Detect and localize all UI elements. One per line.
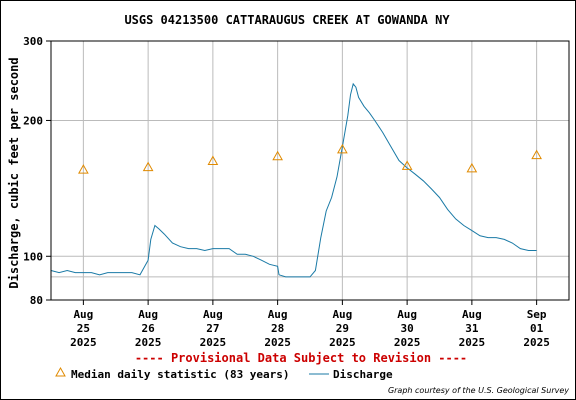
legend: Median daily statistic (83 years) Discha… <box>55 366 393 381</box>
median-triangle-marker <box>272 150 283 161</box>
median-triangle-marker <box>142 161 154 172</box>
median-triangle-marker <box>401 160 413 170</box>
median-triangle-marker <box>531 149 542 160</box>
x-tick-label: 29 <box>336 322 349 335</box>
credit-text: Graph courtesy of the U.S. Geological Su… <box>388 386 569 395</box>
x-tick-label: 31 <box>465 322 479 335</box>
x-tick-label: 2025 <box>329 336 356 349</box>
x-tick-label: Sep <box>527 308 547 321</box>
legend-median-triangle-icon <box>55 366 66 377</box>
x-tick-label: 2025 <box>200 336 227 349</box>
x-tick-label: 30 <box>401 322 414 335</box>
median-triangle-marker <box>466 162 478 173</box>
x-tick-label: 2025 <box>459 336 486 349</box>
x-tick-label: Aug <box>203 308 223 321</box>
x-tick-label: Aug <box>73 308 93 321</box>
x-tick-label: 2025 <box>264 336 291 349</box>
x-tick-label: Aug <box>138 308 158 321</box>
x-tick-label: 2025 <box>394 336 421 349</box>
x-tick-label: Aug <box>268 308 288 321</box>
x-tick-label: 27 <box>206 322 219 335</box>
median-triangle-marker <box>337 143 348 154</box>
discharge-series-line <box>50 82 537 278</box>
legend-median-label: Median daily statistic (83 years) <box>71 368 290 381</box>
chart-title: USGS 04213500 CATTARAUGUS CREEK AT GOWAN… <box>124 13 450 27</box>
x-tick-label: 01 <box>530 322 544 335</box>
grid-lines <box>51 41 569 300</box>
legend-discharge-label: Discharge <box>333 368 393 381</box>
x-tick-label: Aug <box>332 308 352 321</box>
tick-labels: Aug252025Aug262025Aug272025Aug282025Aug2… <box>23 35 550 349</box>
x-tick-label: 2025 <box>523 336 550 349</box>
y-axis-label: Discharge, cubic feet per second <box>7 57 21 288</box>
median-triangle-marker <box>78 164 89 174</box>
x-tick-label: 28 <box>271 322 284 335</box>
median-triangle-marker <box>207 155 219 166</box>
y-tick-label: 100 <box>23 250 43 263</box>
x-tick-label: 2025 <box>70 336 97 349</box>
plot-frame <box>50 40 570 301</box>
y-tick-label: 200 <box>23 114 43 127</box>
x-tick-label: 25 <box>77 322 90 335</box>
x-tick-label: 2025 <box>135 336 162 349</box>
x-tick-label: Aug <box>462 308 482 321</box>
provisional-data-notice: ---- Provisional Data Subject to Revisio… <box>135 351 467 365</box>
y-tick-label: 80 <box>30 294 43 307</box>
x-tick-label: Aug <box>397 308 417 321</box>
series-layer <box>50 82 542 278</box>
y-tick-label: 300 <box>23 35 43 48</box>
x-tick-label: 26 <box>142 322 156 335</box>
